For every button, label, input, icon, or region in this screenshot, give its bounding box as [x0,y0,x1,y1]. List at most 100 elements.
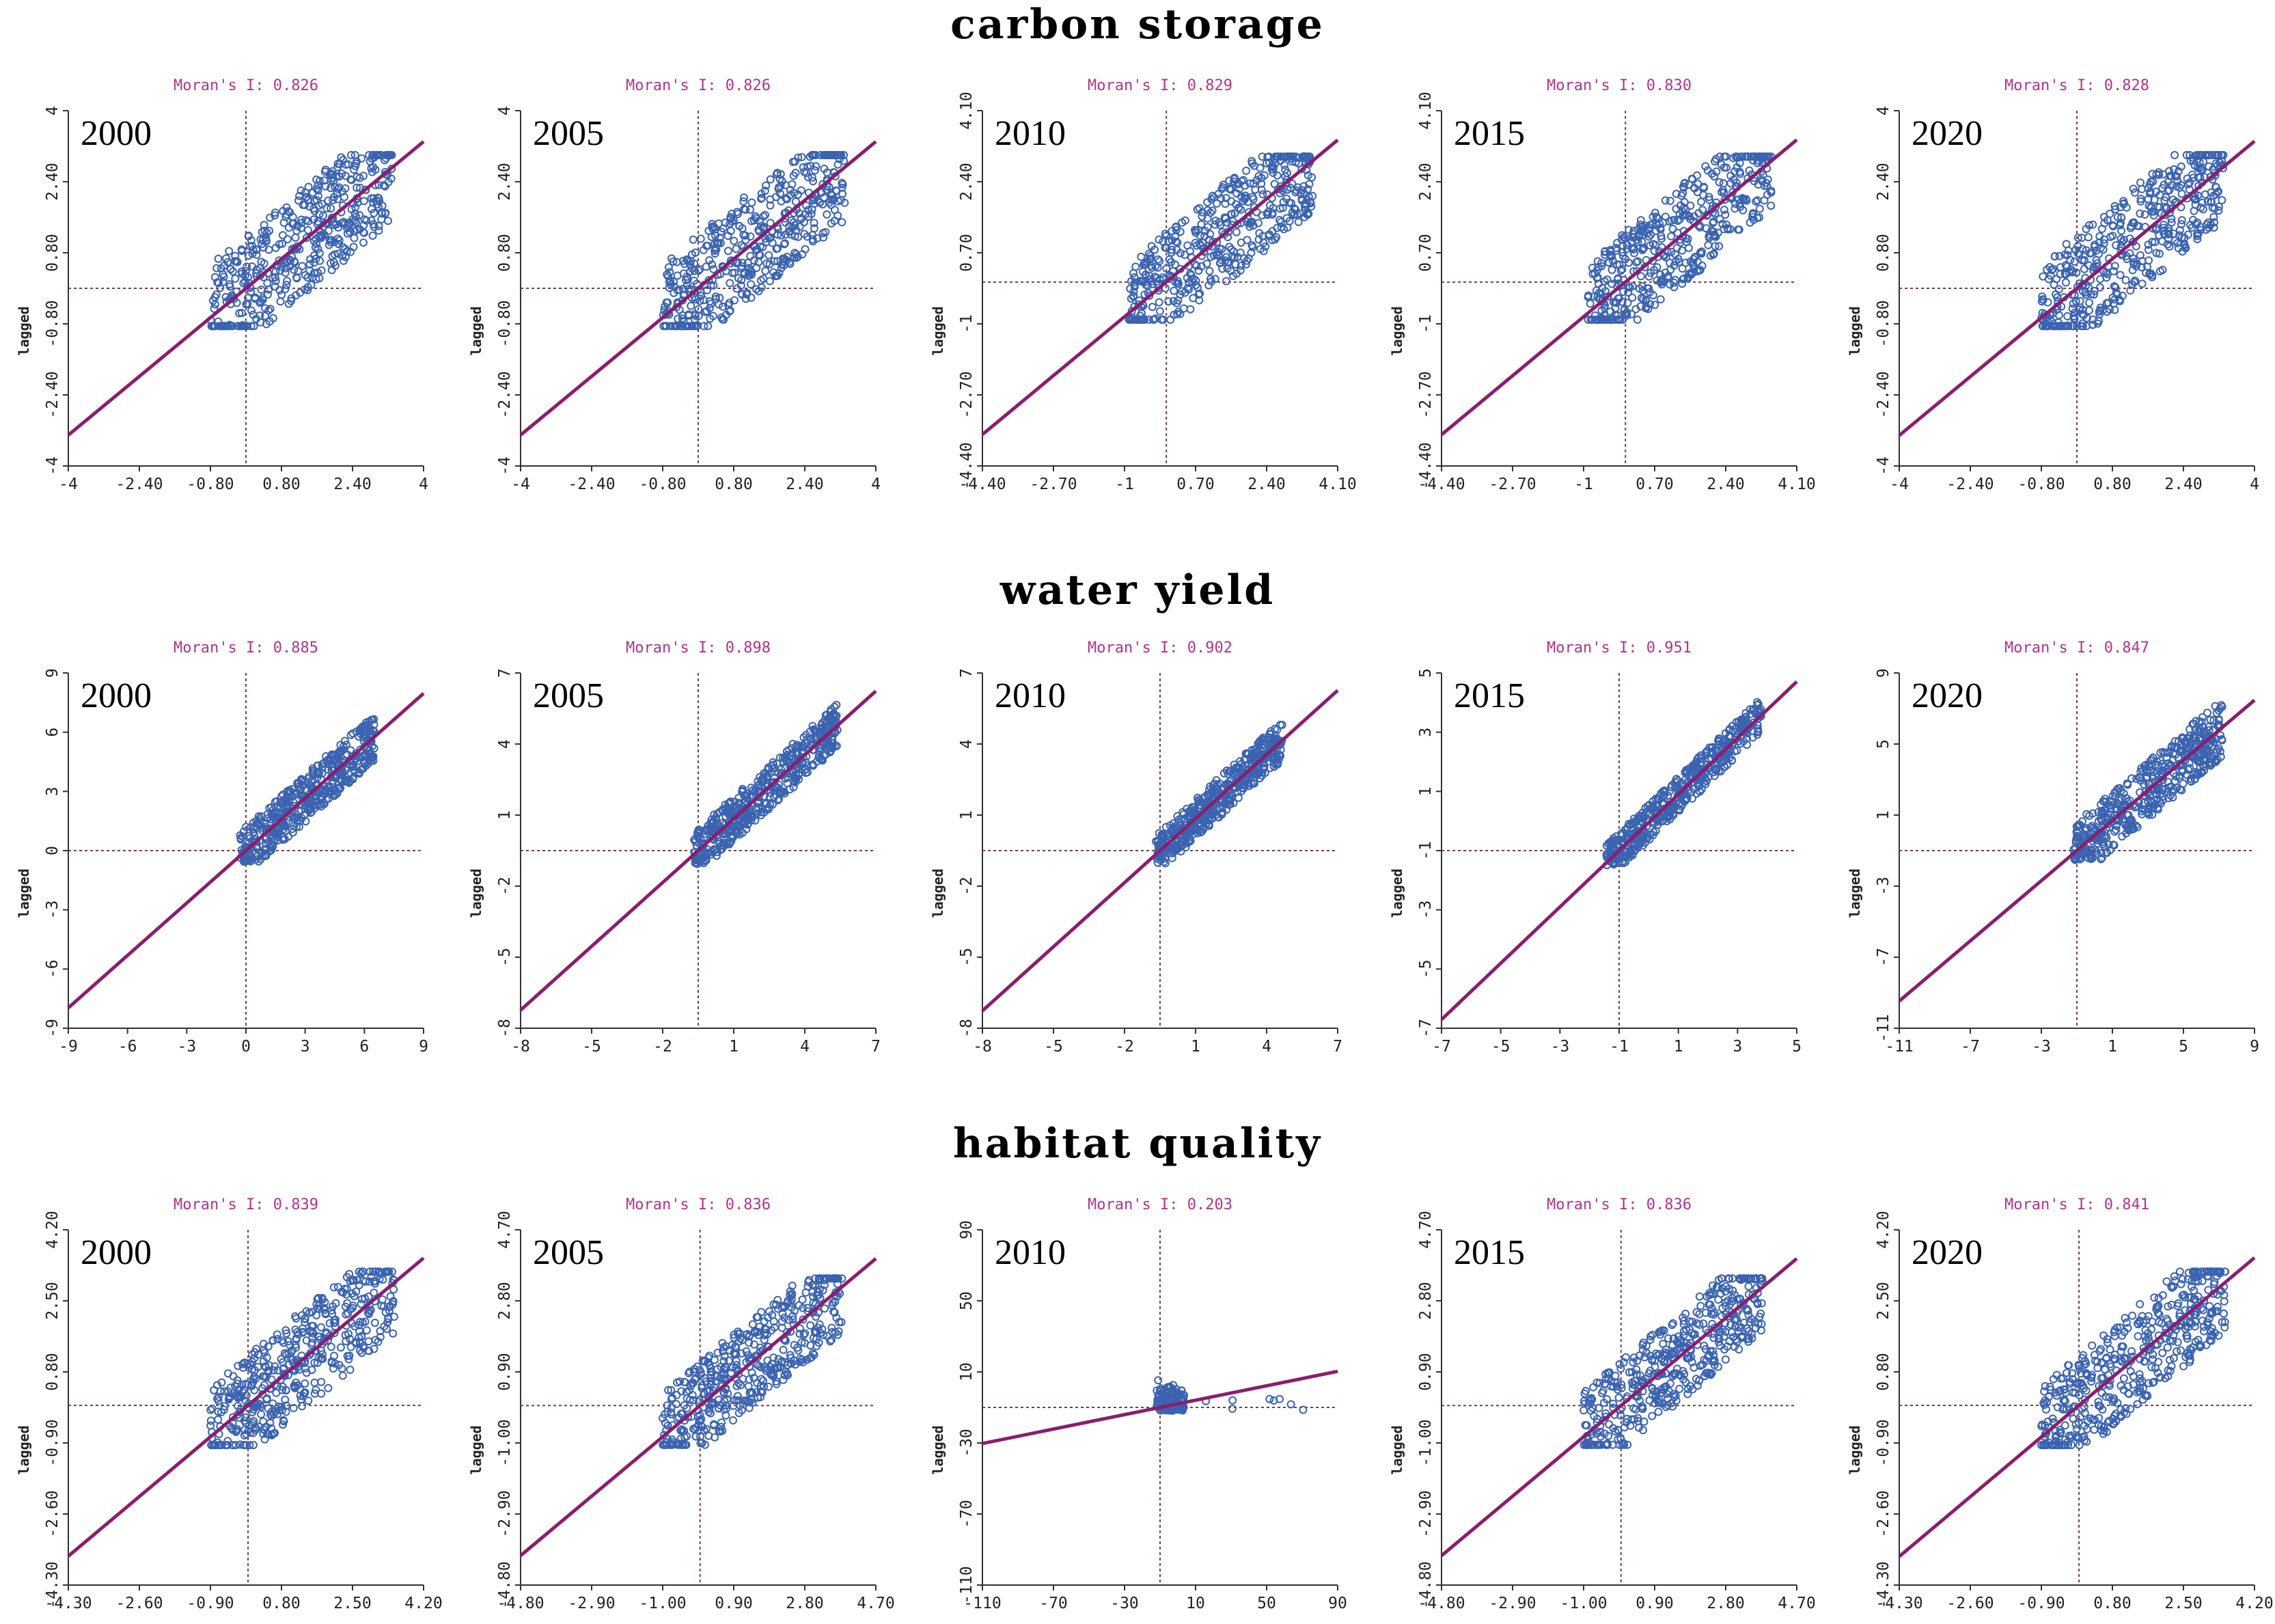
data-point [1204,281,1213,290]
data-point [719,224,728,233]
y-tick-label: 4 [496,106,514,115]
data-point [1608,266,1616,274]
data-point [831,186,840,195]
data-point [1283,152,1292,161]
data-point [1174,307,1183,316]
y-tick-label: -8 [958,1019,976,1038]
data-point [335,160,344,169]
data-point [1304,193,1313,201]
data-point [736,281,745,290]
data-point [210,304,219,313]
data-point [1235,204,1243,212]
y-tick-label: 1 [1417,786,1435,796]
data-point [1197,220,1206,229]
data-point [307,281,316,290]
data-point [1628,293,1637,302]
data-point [761,266,770,275]
data-point [725,307,734,316]
y-tick-label: 6 [44,728,61,737]
data-point [359,197,368,206]
x-tick-label: -0.80 [187,476,234,493]
data-point [209,322,218,331]
data-point [1172,223,1181,232]
data-point [1273,171,1282,180]
data-point [1172,299,1181,307]
x-tick-label: -7 [1961,1038,1980,1056]
data-point [1760,196,1769,205]
data-point [740,205,749,214]
data-point [1127,294,1135,303]
data-point [335,236,344,245]
data-point [752,245,760,254]
y-tick-label: -1 [1417,314,1435,333]
data-point [277,290,286,299]
data-point [327,184,335,193]
data-point [350,234,359,243]
y-tick-label: 1 [1875,810,1892,820]
x-tick-label: 1 [2108,1038,2117,1056]
data-point [266,213,275,222]
data-point [1285,152,1294,161]
data-point [301,271,309,279]
data-point [309,204,318,213]
data-point [1302,201,1311,210]
data-point [777,231,786,240]
data-point [694,305,703,314]
data-point [315,249,324,258]
y-tick-label: -4 [496,456,514,476]
data-point [369,198,377,207]
data-point [1217,194,1225,203]
y-tick-label: -9 [44,1019,61,1038]
data-point [1245,179,1254,188]
data-point [821,151,829,159]
data-point [1205,266,1214,275]
data-point [1155,298,1163,307]
data-point [1259,247,1268,256]
data-point [809,177,817,186]
data-point [1248,243,1257,251]
data-point [1144,249,1153,258]
data-point [1130,273,1139,281]
data-point [248,241,256,250]
data-point [1267,165,1276,174]
y-tick-label: -2 [496,877,514,896]
year-label: 2015 [1454,676,1525,715]
data-point [752,285,761,294]
data-point [739,197,748,206]
y-tick-label: 0.80 [44,234,61,271]
data-point [1243,256,1252,265]
data-point [316,256,324,265]
data-point [1155,275,1164,284]
data-point [271,211,279,220]
data-point [337,219,346,228]
y-tick-label: -5 [958,948,976,967]
data-point [695,265,704,273]
data-point [699,246,708,254]
data-point [1211,220,1219,229]
data-point [766,219,775,228]
y-tick-label: -1 [1417,841,1435,860]
data-point [745,264,754,273]
data-point [215,279,223,288]
data-point [2136,178,2145,187]
data-point [1285,198,1294,207]
data-point [278,239,286,248]
x-tick-label: 0.70 [1176,476,1214,493]
moran-i-label: Moran's I: 0.830 [1547,77,1692,94]
data-point [836,195,845,204]
data-point [682,255,691,264]
y-tick-label: 3 [1417,728,1435,737]
data-point [713,238,722,247]
data-point [225,282,234,291]
x-tick-label: 2.40 [786,476,823,493]
data-point [1232,228,1241,236]
x-tick-label: -9 [59,1038,78,1056]
data-point [697,291,706,300]
moran-i-label: Moran's I: 0.847 [2004,639,2149,657]
data-point [1229,247,1238,256]
data-point [792,253,801,262]
regression-line [1440,138,1798,437]
data-point [2062,240,2071,249]
data-point [1162,264,1171,273]
data-point [331,261,340,270]
